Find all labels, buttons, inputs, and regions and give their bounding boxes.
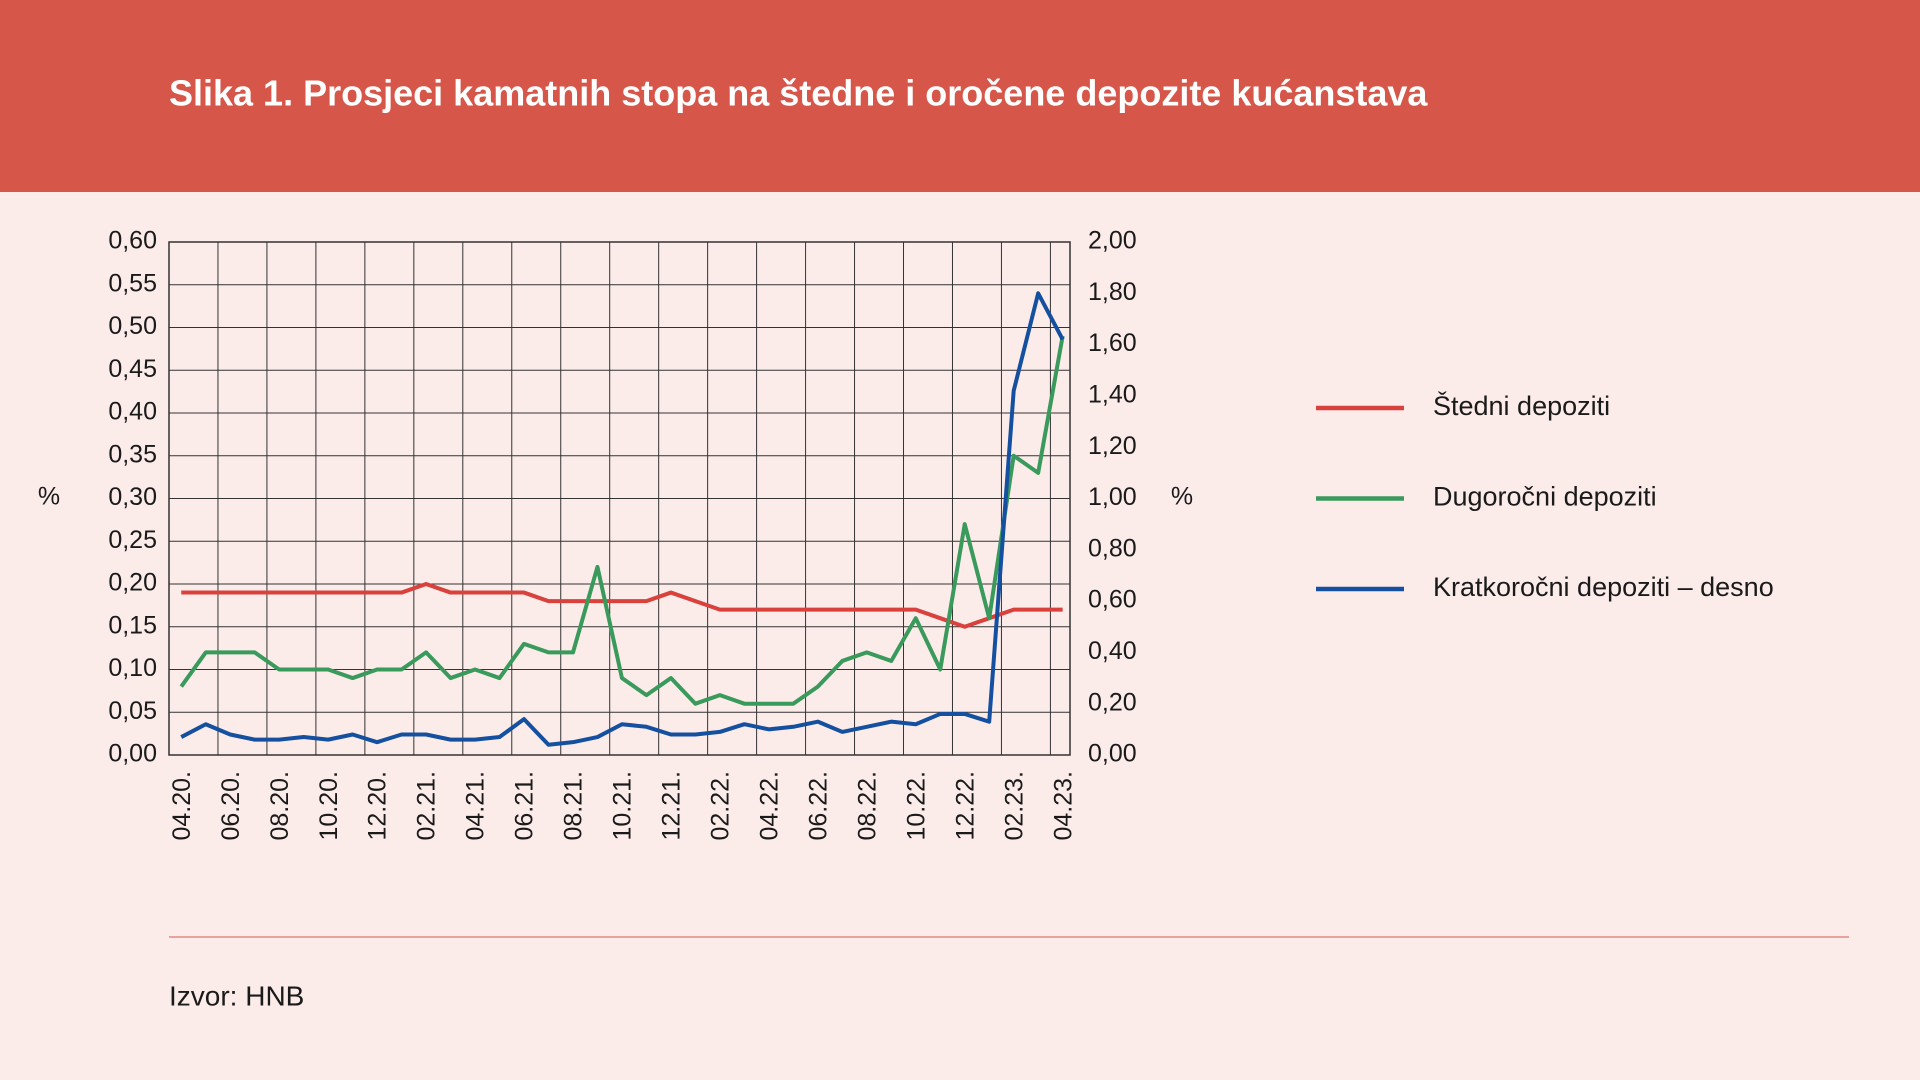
x-tick-label: 10.21. [609, 771, 637, 841]
y-tick-label: 0,15 [108, 611, 157, 639]
chart-title: Slika 1. Prosjeci kamatnih stopa na šted… [169, 73, 1428, 114]
y-tick-label: 0,20 [108, 569, 157, 597]
y2-tick-label: 0,60 [1088, 586, 1137, 614]
y2-tick-label: 0,80 [1088, 534, 1137, 562]
x-tick-label: 02.21. [413, 771, 441, 841]
source: Izvor: HNB [169, 980, 304, 1011]
y-tick-label: 0,35 [108, 440, 157, 468]
x-tick-label: 06.20. [217, 771, 245, 841]
x-tick-label: 12.22. [951, 771, 979, 841]
y-axis-label: % [38, 483, 60, 511]
y-tick-label: 0,00 [108, 740, 157, 768]
y2-tick-label: 2,00 [1088, 227, 1137, 255]
x-tick-label: 10.20. [315, 771, 343, 841]
y-tick-label: 0,50 [108, 312, 157, 340]
x-tick-label: 12.21. [658, 771, 686, 841]
x-tick-label: 02.23. [1000, 771, 1028, 841]
x-tick-label: 04.22. [755, 771, 783, 841]
y-tick-label: 0,45 [108, 355, 157, 383]
series-line [181, 582, 1063, 629]
y-tick-label: 0,30 [108, 483, 157, 511]
header-band [0, 0, 1920, 192]
legend-label: Štedni depoziti [1433, 390, 1610, 421]
x-tick-label: 10.22. [902, 771, 930, 841]
series-line [180, 291, 1065, 747]
x-tick-label: 08.20. [266, 771, 294, 841]
y-tick-label: 0,40 [108, 398, 157, 426]
y2-tick-label: 0,40 [1088, 637, 1137, 665]
y-tick-label: 0,05 [108, 697, 157, 725]
y-tick-label: 0,10 [108, 654, 157, 682]
x-tick-label: 04.23. [1049, 771, 1077, 841]
y2-tick-label: 1,80 [1088, 278, 1137, 306]
x-tick-label: 12.20. [364, 771, 392, 841]
x-tick-label: 04.21. [462, 771, 490, 841]
x-tick-label: 08.22. [853, 771, 881, 841]
y-tick-label: 0,60 [108, 227, 157, 255]
x-tick-label: 06.22. [804, 771, 832, 841]
y-tick-label: 0,25 [108, 526, 157, 554]
y2-axis-label: % [1171, 483, 1193, 511]
x-tick-label: 04.20. [168, 771, 196, 841]
series-line [179, 335, 1065, 706]
y2-tick-label: 0,00 [1088, 740, 1137, 768]
x-tick-label: 08.21. [560, 771, 588, 841]
y2-tick-label: 1,40 [1088, 381, 1137, 409]
x-tick-label: 02.22. [706, 771, 734, 841]
y-tick-label: 0,55 [108, 269, 157, 297]
legend-label: Kratkoročni depoziti – desno [1433, 572, 1774, 602]
y2-tick-label: 1,60 [1088, 329, 1137, 357]
y2-tick-label: 1,20 [1088, 432, 1137, 460]
x-tick-label: 06.21. [511, 771, 539, 841]
y2-tick-label: 0,20 [1088, 688, 1137, 716]
y2-tick-label: 1,00 [1088, 483, 1137, 511]
legend-label: Dugoročni depoziti [1433, 482, 1657, 512]
